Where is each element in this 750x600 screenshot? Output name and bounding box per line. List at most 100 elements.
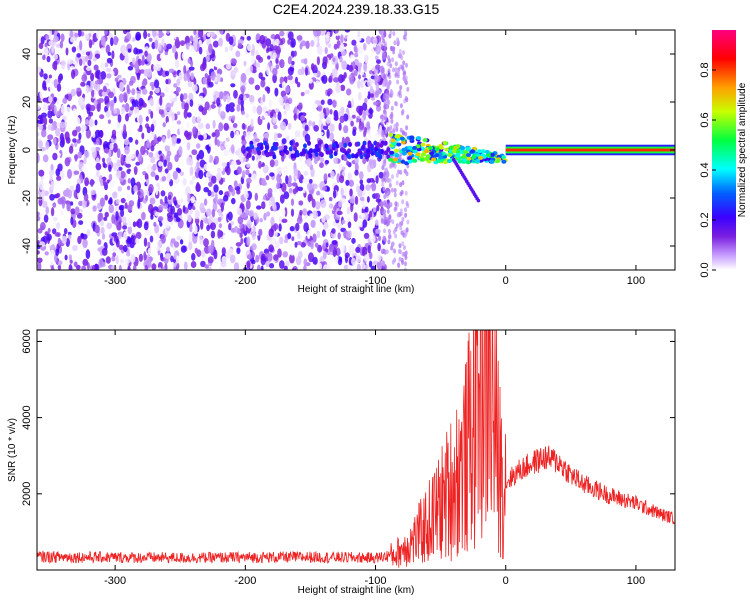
spectrogram-cell	[272, 67, 278, 76]
spectrogram-cell	[120, 153, 124, 164]
spectrogram-cell	[88, 118, 94, 127]
spectrogram-cell	[354, 153, 359, 159]
spectrogram-cell	[380, 44, 384, 50]
y-tick-label: 6000	[21, 329, 33, 353]
spectrogram-cell	[318, 219, 322, 230]
spectrogram-cell	[159, 95, 163, 106]
spectrogram-cell	[398, 243, 402, 249]
spectrogram-cell	[347, 154, 352, 160]
spectrogram-cell	[276, 133, 283, 139]
spectrogram-cell	[111, 247, 118, 252]
spectrogram-cell	[72, 244, 78, 252]
spectrogram-cell	[292, 267, 297, 270]
spectrogram-cell	[74, 154, 78, 162]
spectrogram-cell	[335, 84, 341, 94]
spectrogram-cell	[47, 227, 51, 234]
spectrogram-cell	[51, 41, 56, 46]
spectrogram-cell	[387, 220, 390, 226]
spectrogram-cell	[104, 30, 108, 35]
spectrogram-cell	[392, 157, 398, 162]
spectrogram-cell	[393, 123, 397, 129]
spectrogram-cell	[368, 260, 373, 268]
spectrogram-cell	[170, 205, 176, 215]
spectrogram-cell	[351, 39, 357, 46]
spectrogram-cell	[375, 175, 379, 184]
spectrogram-cell	[383, 194, 387, 200]
spectrogram-cell	[457, 159, 463, 164]
spectrogram-cell	[263, 212, 267, 221]
colorbar: 0.0 0.2 0.4 0.6 0.8 Normalized spectral ampl…	[699, 30, 748, 278]
spectrogram-cell	[195, 143, 201, 149]
spectrogram-cell	[185, 256, 191, 263]
spectrogram-cell	[397, 248, 401, 254]
spectrogram-cell	[80, 81, 86, 87]
spectrogram-cell	[182, 205, 186, 213]
spectrogram-cell	[74, 117, 81, 127]
spectrogram-cell	[383, 74, 386, 80]
spectrogram-cell	[214, 192, 218, 203]
spectrogram-cell	[176, 235, 182, 241]
spectrogram-cell	[412, 145, 417, 150]
spectrogram-cell	[162, 122, 166, 128]
spectrogram-cell	[110, 37, 114, 47]
spectrogram-cell	[392, 127, 396, 133]
spectrogram-cell	[339, 147, 344, 153]
spectrogram-cell	[196, 154, 200, 161]
spectrogram-cell	[327, 88, 333, 95]
spectrogram-cell	[117, 114, 122, 123]
spectrogram-cell	[254, 138, 260, 143]
spectrogram-cell	[281, 138, 287, 145]
spectrogram-cell	[49, 102, 55, 111]
spectrogram-cell	[212, 40, 219, 48]
spectrogram-cell	[199, 235, 204, 245]
spectrogram-cell	[262, 164, 269, 174]
spectrogram-cell	[241, 123, 246, 130]
spectrogram-cell	[48, 74, 53, 79]
spectrogram-cell	[346, 202, 351, 209]
spectrogram-cell	[216, 172, 222, 182]
spectrogram-cell	[94, 146, 101, 152]
spectrogram-cell	[166, 150, 172, 157]
spectrogram-cell	[314, 36, 318, 46]
spectrogram-cell	[349, 188, 353, 197]
spectrogram-cell	[42, 103, 49, 112]
spectrogram-cell	[51, 265, 55, 270]
x-tick-label: -100	[365, 275, 387, 287]
spectrogram-cell	[312, 256, 318, 265]
spectrogram-cell	[45, 206, 49, 215]
spectrogram-cell	[140, 145, 146, 156]
spectrogram-cell	[401, 216, 405, 222]
spectrogram-cell	[72, 59, 76, 65]
spectrogram-cell	[273, 124, 278, 130]
spectrogram-cell	[202, 77, 208, 85]
spectrogram-cell	[174, 51, 178, 60]
spectrogram-cell	[388, 58, 392, 64]
spectrogram-cell	[358, 74, 361, 80]
spectrogram-cell	[172, 170, 178, 180]
spectrogram-cell	[387, 68, 391, 74]
x-tick-label: 100	[627, 275, 645, 287]
spectrogram-cell	[393, 187, 397, 193]
spectrogram-cell	[123, 138, 130, 146]
spectrogram-cell	[194, 209, 200, 220]
spectrogram-cell	[198, 169, 204, 180]
spectrogram-cell	[132, 221, 137, 228]
spectrogram-cell	[105, 110, 111, 118]
spectrogram-cell	[258, 160, 262, 169]
spectrogram-cell	[281, 81, 286, 90]
spectrogram-cell	[48, 169, 55, 176]
spectrogram-cell	[347, 221, 352, 229]
spectrogram-cell	[126, 252, 131, 257]
spectrogram-cell	[265, 260, 271, 268]
spectrogram-cell	[284, 102, 291, 112]
spectrogram-cell	[131, 234, 135, 245]
spectrogram-cell	[303, 143, 307, 149]
spectrogram-cell	[201, 250, 206, 258]
spectrogram-cell	[409, 135, 415, 140]
spectrogram-cell	[331, 240, 338, 245]
spectrogram-cell	[278, 96, 284, 104]
spectrogram-cell	[106, 57, 113, 64]
spectrogram-cell	[465, 160, 471, 165]
spectrogram-cell	[346, 160, 350, 166]
spectrogram-cell	[325, 37, 330, 42]
